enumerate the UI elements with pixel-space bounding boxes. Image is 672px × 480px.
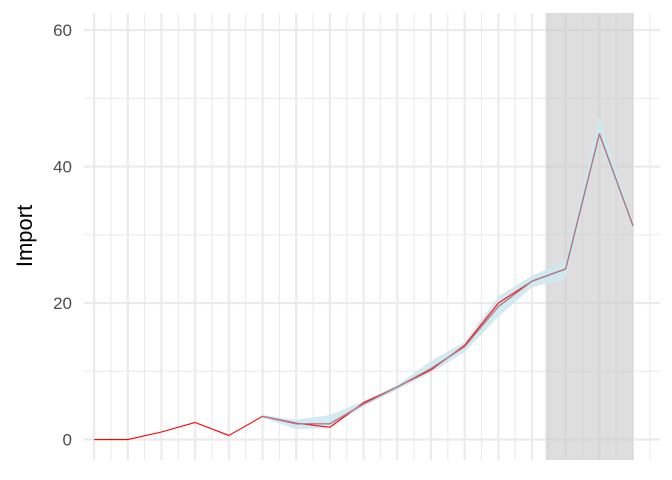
- y-tick-label: 0: [63, 431, 72, 450]
- shaded-region: [545, 13, 634, 460]
- y-tick-label: 40: [53, 158, 72, 177]
- y-tick-label: 20: [53, 294, 72, 313]
- y-axis-title: Import: [12, 205, 37, 267]
- y-tick-label: 60: [53, 21, 72, 40]
- y-tick-labels: 0 20 40 60: [53, 21, 72, 449]
- fitted-line: [262, 133, 634, 425]
- highlight-rect: [545, 13, 634, 460]
- series-lines: [94, 133, 634, 441]
